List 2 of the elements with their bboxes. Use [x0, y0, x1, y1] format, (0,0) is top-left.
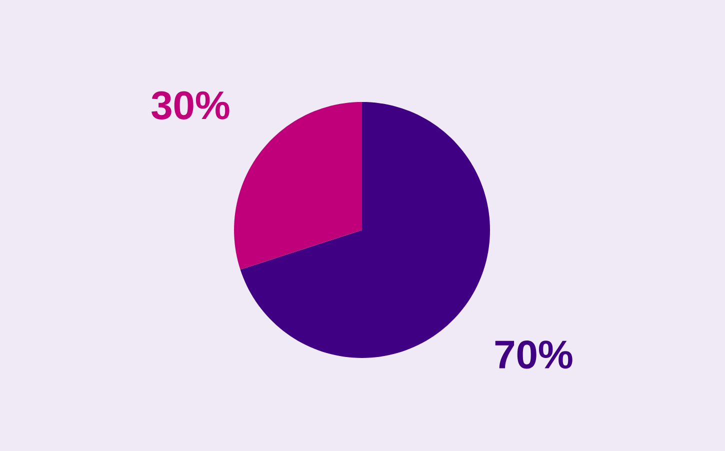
data-label: 30%	[152, 91, 230, 120]
data-label: 70%	[495, 340, 572, 369]
